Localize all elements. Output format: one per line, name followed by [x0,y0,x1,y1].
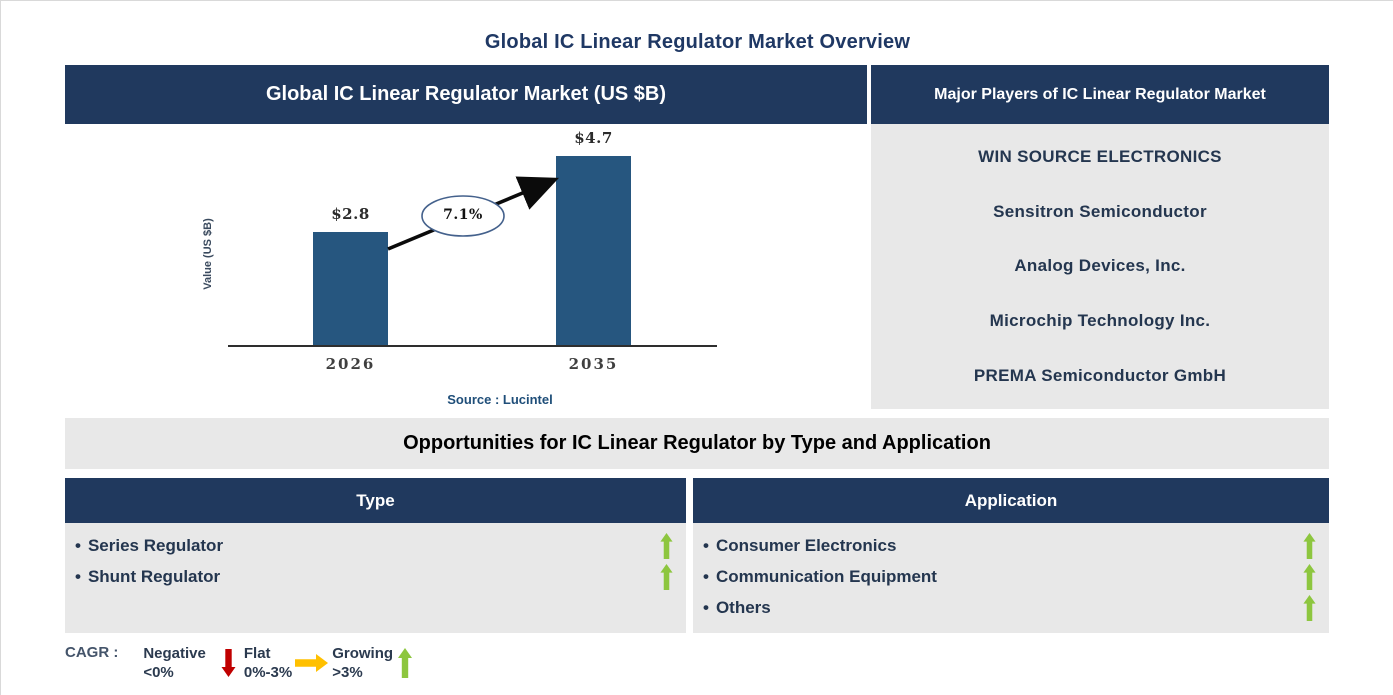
company-name: WIN SOURCE ELECTRONICS [978,147,1222,167]
bar-2026: $2.8 [313,205,388,345]
type-list: • Series Regulator • Shunt Regulator [65,523,686,633]
list-item: • Shunt Regulator [65,561,686,592]
application-item-label: • Others [703,597,771,617]
company-name: Sensitron Semiconductor [993,201,1207,221]
trend-up-arrow-icon [660,532,673,559]
legend-entry-growing: Growing >3% [332,644,413,682]
x-tick-2035: 2035 [568,355,619,373]
chart-panel-header: Global IC Linear Regulator Market (US $B… [65,65,867,124]
bar-chart: Value (US $B) $2.8 $4.7 7.1% 2026 2035 S… [65,124,867,414]
application-item-label: • Communication Equipment [703,566,937,586]
type-column-header: Type [65,478,686,523]
page-title: Global IC Linear Regulator Market Overvi… [484,31,911,53]
company-name: Microchip Technology Inc. [989,311,1211,331]
bar-2035: $4.7 [556,129,631,345]
application-list: • Consumer Electronics • Communication Equ… [693,523,1329,633]
players-list: WIN SOURCE ELECTRONICS Sensitron Semicon… [871,124,1329,409]
growing-up-arrow-icon [398,648,413,678]
bar-value-label: $4.7 [574,129,613,147]
legend-entry-text: Growing >3% [332,645,394,681]
bullet: • [703,535,709,555]
type-item-label: • Shunt Regulator [75,566,221,586]
trend-up-arrow-icon [1303,532,1316,559]
trend-up-arrow-icon [1303,594,1316,621]
legend-entry-flat: Flat 0%-3% [244,644,332,682]
x-axis-line [228,345,717,347]
application-item-label: • Consumer Electronics [703,535,897,555]
list-item: • Communication Equipment [693,561,1329,592]
source-note: Source : Lucintel [447,392,553,407]
legend-entry-text: Negative <0% [143,645,206,681]
trend-up-arrow-icon [660,563,673,590]
legend-title: CAGR : [65,644,119,661]
negative-down-arrow-icon [221,649,236,677]
cagr-bubble-label: 7.1% [443,207,483,223]
application-column-header: Application [693,478,1329,523]
bullet: • [75,535,81,555]
list-item: • Others [693,592,1329,623]
bullet: • [703,597,709,617]
trend-up-arrow-icon [1303,563,1316,590]
list-item: • Consumer Electronics [693,530,1329,561]
bullet: • [703,566,709,586]
opportunities-title-band: Opportunities for IC Linear Regulator by… [65,418,1329,469]
bullet: • [75,566,81,586]
type-item-label: • Series Regulator [75,535,224,555]
growth-arrow-and-bubble [387,176,559,251]
flat-right-arrow-icon [295,654,329,672]
list-item: • Series Regulator [65,530,686,561]
company-name: Analog Devices, Inc. [1014,256,1186,276]
cagr-legend: CAGR : Negative <0% Flat 0%-3% Growing >… [65,644,413,682]
company-name: PREMA Semiconductor GmbH [973,365,1227,385]
players-panel-header: Major Players of IC Linear Regulator Mar… [871,65,1329,124]
legend-entry-text: Flat 0%-3% [243,645,293,681]
bar-value-label: $2.8 [331,205,370,223]
legend-entry-negative: Negative <0% [143,644,244,682]
x-tick-2026: 2026 [325,355,376,373]
cagr-bubble [421,195,505,237]
